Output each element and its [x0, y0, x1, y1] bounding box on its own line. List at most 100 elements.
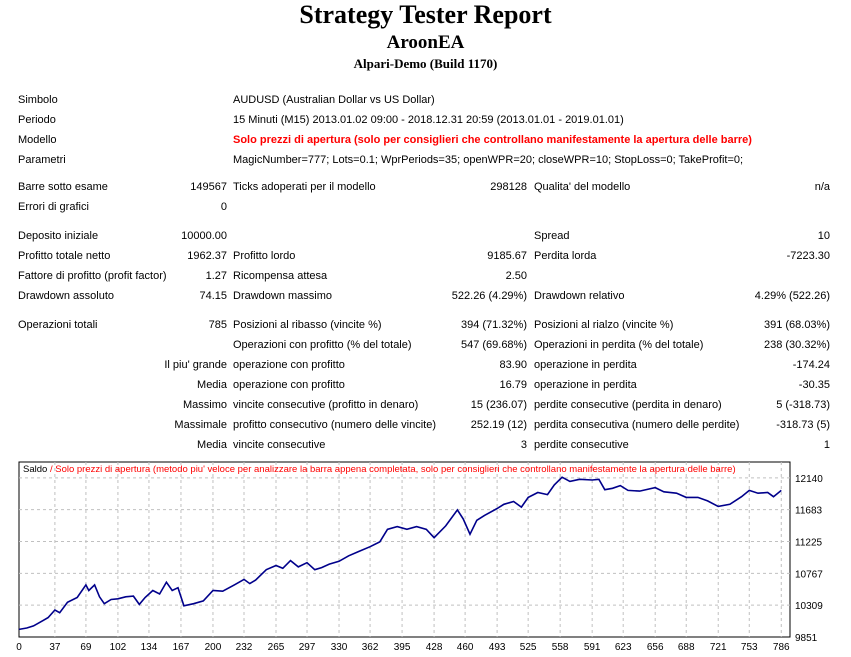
- stat-value: 394 (71.32%): [460, 319, 527, 331]
- label: Modello: [18, 134, 57, 146]
- stats-row: Media operazione con profitto 16.79 operazi…: [0, 379, 851, 395]
- stat-label: vincite consecutive (profitto in denaro): [233, 399, 419, 411]
- value: 15 Minuti (M15) 2013.01.02 09:00 - 2018.…: [233, 114, 624, 126]
- x-tick-label: 460: [457, 642, 474, 653]
- stat-value: 1: [823, 439, 830, 451]
- y-tick-label: 11225: [795, 538, 823, 549]
- stat-label: Drawdown assoluto: [18, 290, 114, 302]
- stat-label: Spread: [534, 230, 570, 242]
- stat-value: 0: [220, 201, 227, 213]
- stat-value: 5 (-318.73): [776, 399, 830, 411]
- x-tick-label: 395: [394, 642, 411, 653]
- stats-row: Barre sotto esame 149567 Ticks adoperati p…: [0, 181, 851, 197]
- stat-value: 391 (68.03%): [763, 319, 830, 331]
- plot-area: [18, 461, 791, 638]
- stat-value: 3: [520, 439, 527, 451]
- stats-row: Operazioni con profitto (% del totale) 54…: [0, 339, 851, 355]
- x-tick-label: 623: [615, 642, 632, 653]
- x-tick-label: 493: [489, 642, 506, 653]
- x-tick-label: 753: [741, 642, 758, 653]
- value: Solo prezzi di apertura (solo per consig…: [233, 134, 752, 146]
- stat-label: Profitto totale netto: [18, 250, 111, 262]
- value: MagicNumber=777; Lots=0.1; WprPeriods=35…: [233, 154, 744, 166]
- x-tick-label: 69: [80, 642, 92, 653]
- stat-label: perdite consecutive: [534, 439, 629, 451]
- x-tick-label: 297: [299, 642, 316, 653]
- value: AUDUSD (Australian Dollar vs US Dollar): [233, 94, 435, 106]
- stats-row: Drawdown assoluto 74.15 Drawdown massimo 52…: [0, 290, 851, 306]
- stat-value: 252.19 (12): [470, 419, 527, 431]
- stat-label: operazione in perdita: [534, 379, 637, 391]
- stat-label: vincite consecutive: [233, 439, 326, 451]
- stat-value: 1.27: [205, 270, 227, 282]
- stat-label: Fattore di profitto (profit factor): [18, 270, 167, 282]
- stat-value: 547 (69.68%): [460, 339, 527, 351]
- y-tick-label: 10767: [795, 569, 823, 580]
- stat-label: Operazioni con profitto (% del totale): [233, 339, 412, 351]
- stat-value: 10000.00: [181, 230, 227, 242]
- stats-row: Il piu' grande operazione con profitto 83.…: [0, 359, 851, 375]
- y-tick-label: 11683: [795, 506, 823, 517]
- stat-value: 2.50: [505, 270, 527, 282]
- x-tick-label: 786: [773, 642, 790, 653]
- stat-label: Ricompensa attesa: [233, 270, 328, 282]
- stat-value: 785: [208, 319, 227, 331]
- stat-label: Drawdown relativo: [534, 290, 625, 302]
- stat-label: Barre sotto esame: [18, 181, 108, 193]
- info-model: Modello Solo prezzi di apertura (solo pe…: [0, 134, 851, 150]
- stat-value: 149567: [190, 181, 227, 193]
- x-tick-label: 0: [16, 642, 22, 653]
- stat-value: Il piu' grande: [164, 359, 227, 371]
- report-title: Strategy Tester Report: [299, 0, 552, 29]
- stat-label: Drawdown massimo: [233, 290, 333, 302]
- stats-row: Massimale profitto consecutivo (numero de…: [0, 419, 851, 435]
- stat-value: 74.15: [199, 290, 227, 302]
- stat-label: perdite consecutive (perdita in denaro): [534, 399, 722, 411]
- y-tick-label: 10309: [795, 601, 823, 612]
- x-tick-label: 167: [173, 642, 190, 653]
- chart-legend: Saldo / Solo prezzi di apertura (metodo …: [23, 464, 736, 475]
- stat-label: Posizioni al ribasso (vincite %): [233, 319, 382, 331]
- stat-value: 298128: [490, 181, 527, 193]
- x-tick-label: 721: [710, 642, 727, 653]
- balance-line: [18, 476, 782, 631]
- stat-value: 10: [817, 230, 830, 242]
- stat-value: Massimale: [174, 419, 227, 431]
- x-tick-label: 330: [331, 642, 348, 653]
- y-tick-label: 12140: [795, 474, 823, 485]
- stats-row: Deposito iniziale 10000.00 Spread 10: [0, 230, 851, 246]
- label: Simbolo: [18, 94, 58, 106]
- stat-value: -318.73 (5): [776, 419, 830, 431]
- stat-value: -174.24: [792, 359, 830, 371]
- stat-label: profitto consecutivo (numero delle vinci…: [233, 419, 436, 431]
- x-tick-label: 591: [584, 642, 601, 653]
- label: Periodo: [18, 114, 56, 126]
- legend-note: / Solo prezzi di apertura (metodo piu' v…: [47, 464, 735, 475]
- stat-value: 83.90: [499, 359, 527, 371]
- stat-label: Operazioni totali: [18, 319, 98, 331]
- stat-value: 238 (30.32%): [763, 339, 830, 351]
- stat-value: 16.79: [499, 379, 527, 391]
- stat-label: Deposito iniziale: [18, 230, 99, 242]
- x-tick-label: 265: [268, 642, 285, 653]
- stat-value: Media: [197, 379, 227, 391]
- stats-row: Media vincite consecutive 3 perdite consecu…: [0, 439, 851, 455]
- stat-label: operazione con profitto: [233, 379, 345, 391]
- stat-value: -30.35: [798, 379, 830, 391]
- x-tick-label: 37: [49, 642, 61, 653]
- stats-row: Massimo vincite consecutive (profitto in …: [0, 399, 851, 415]
- server-build: Alpari-Demo (Build 1170): [353, 56, 498, 71]
- x-tick-label: 102: [110, 642, 127, 653]
- x-tick-label: 134: [141, 642, 158, 653]
- stat-value: n/a: [814, 181, 830, 193]
- stat-label: Operazioni in perdita (% del totale): [534, 339, 704, 351]
- stat-value: Massimo: [182, 399, 227, 411]
- x-tick-label: 200: [205, 642, 222, 653]
- stat-value: 4.29% (522.26): [754, 290, 830, 302]
- x-tick-label: 558: [552, 642, 569, 653]
- info-symbol: Simbolo AUDUSD (Australian Dollar vs US …: [0, 94, 851, 110]
- stat-label: operazione in perdita: [534, 359, 637, 371]
- stat-label: perdita consecutiva (numero delle perdit…: [534, 419, 740, 431]
- stat-label: Perdita lorda: [534, 250, 597, 262]
- x-tick-label: 525: [520, 642, 537, 653]
